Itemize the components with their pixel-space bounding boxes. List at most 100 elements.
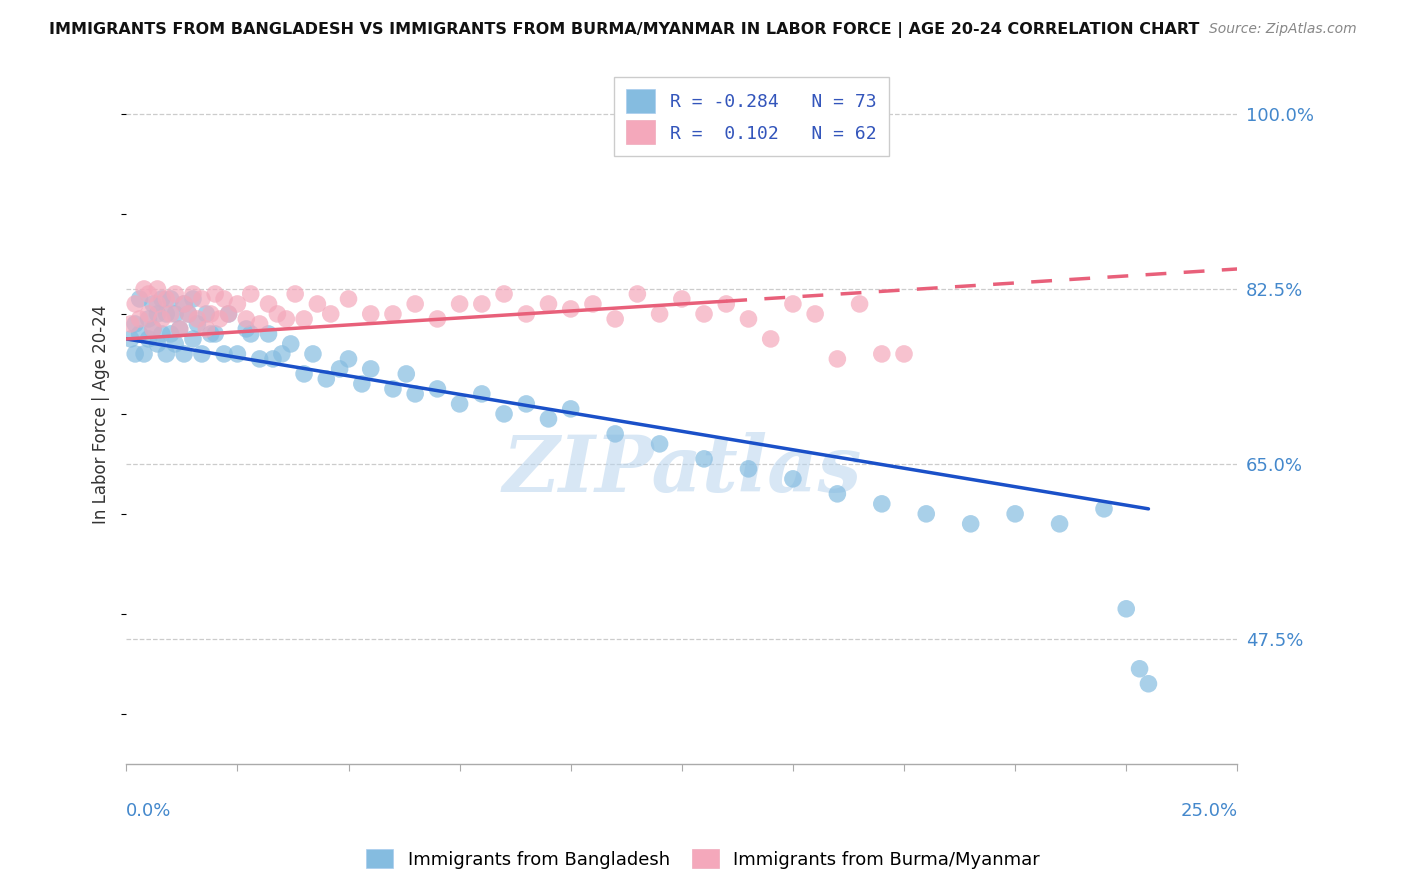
- Point: [915, 507, 938, 521]
- Point: [249, 351, 271, 366]
- Point: [159, 292, 181, 306]
- Point: [155, 347, 177, 361]
- Point: [186, 312, 208, 326]
- Point: [204, 287, 226, 301]
- Point: [266, 307, 288, 321]
- Point: [138, 307, 160, 321]
- Point: [537, 297, 560, 311]
- Point: [218, 307, 240, 321]
- Point: [138, 312, 160, 326]
- Point: [173, 297, 195, 311]
- Point: [395, 367, 418, 381]
- Point: [181, 332, 204, 346]
- Point: [150, 312, 173, 326]
- Point: [471, 387, 494, 401]
- Point: [537, 412, 560, 426]
- Point: [181, 292, 204, 306]
- Point: [307, 297, 329, 311]
- Text: IMMIGRANTS FROM BANGLADESH VS IMMIGRANTS FROM BURMA/MYANMAR IN LABOR FORCE | AGE: IMMIGRANTS FROM BANGLADESH VS IMMIGRANTS…: [49, 22, 1199, 38]
- Text: ZIPatlas: ZIPatlas: [502, 432, 862, 508]
- Point: [471, 297, 494, 311]
- Legend: Immigrants from Bangladesh, Immigrants from Burma/Myanmar: Immigrants from Bangladesh, Immigrants f…: [359, 842, 1047, 876]
- Point: [337, 351, 360, 366]
- Point: [494, 287, 516, 301]
- Point: [200, 307, 222, 321]
- Point: [128, 312, 150, 326]
- Point: [449, 397, 471, 411]
- Point: [605, 426, 627, 441]
- Point: [177, 307, 200, 321]
- Point: [716, 297, 738, 311]
- Point: [782, 472, 804, 486]
- Point: [827, 351, 849, 366]
- Point: [870, 347, 893, 361]
- Point: [177, 307, 200, 321]
- Point: [239, 287, 262, 301]
- Point: [212, 347, 235, 361]
- Point: [146, 307, 169, 321]
- Point: [560, 301, 582, 316]
- Point: [249, 317, 271, 331]
- Point: [292, 367, 315, 381]
- Point: [169, 322, 191, 336]
- Point: [235, 322, 257, 336]
- Point: [1137, 677, 1160, 691]
- Point: [138, 332, 160, 346]
- Point: [1092, 501, 1115, 516]
- Point: [200, 326, 222, 341]
- Point: [350, 376, 373, 391]
- Point: [155, 307, 177, 321]
- Point: [239, 326, 262, 341]
- Point: [870, 497, 893, 511]
- Point: [195, 322, 218, 336]
- Point: [381, 307, 404, 321]
- Point: [270, 347, 292, 361]
- Point: [782, 297, 804, 311]
- Point: [693, 307, 716, 321]
- Point: [381, 382, 404, 396]
- Point: [191, 292, 214, 306]
- Point: [1129, 662, 1152, 676]
- Point: [124, 317, 146, 331]
- Point: [329, 362, 352, 376]
- Point: [208, 312, 231, 326]
- Point: [124, 347, 146, 361]
- Point: [165, 307, 187, 321]
- Point: [515, 397, 537, 411]
- Point: [218, 307, 240, 321]
- Point: [195, 307, 218, 321]
- Text: 25.0%: 25.0%: [1180, 802, 1237, 820]
- Point: [120, 317, 142, 331]
- Point: [449, 297, 471, 311]
- Point: [226, 347, 249, 361]
- Point: [165, 337, 187, 351]
- Text: Source: ZipAtlas.com: Source: ZipAtlas.com: [1209, 22, 1357, 37]
- Point: [262, 351, 284, 366]
- Text: 0.0%: 0.0%: [127, 802, 172, 820]
- Point: [1115, 602, 1137, 616]
- Point: [360, 307, 382, 321]
- Point: [337, 292, 360, 306]
- Point: [426, 382, 449, 396]
- Point: [315, 372, 337, 386]
- Point: [146, 282, 169, 296]
- Point: [671, 292, 693, 306]
- Point: [284, 287, 307, 301]
- Point: [132, 282, 155, 296]
- Legend: R = -0.284   N = 73, R =  0.102   N = 62: R = -0.284 N = 73, R = 0.102 N = 62: [614, 78, 889, 156]
- Point: [959, 516, 981, 531]
- Point: [319, 307, 342, 321]
- Point: [257, 326, 280, 341]
- Point: [173, 347, 195, 361]
- Point: [1004, 507, 1026, 521]
- Point: [693, 451, 716, 466]
- Point: [280, 337, 302, 351]
- Point: [138, 287, 160, 301]
- Y-axis label: In Labor Force | Age 20-24: In Labor Force | Age 20-24: [93, 304, 110, 524]
- Point: [146, 297, 169, 311]
- Point: [605, 312, 627, 326]
- Point: [804, 307, 827, 321]
- Point: [1049, 516, 1071, 531]
- Point: [132, 347, 155, 361]
- Point: [648, 437, 671, 451]
